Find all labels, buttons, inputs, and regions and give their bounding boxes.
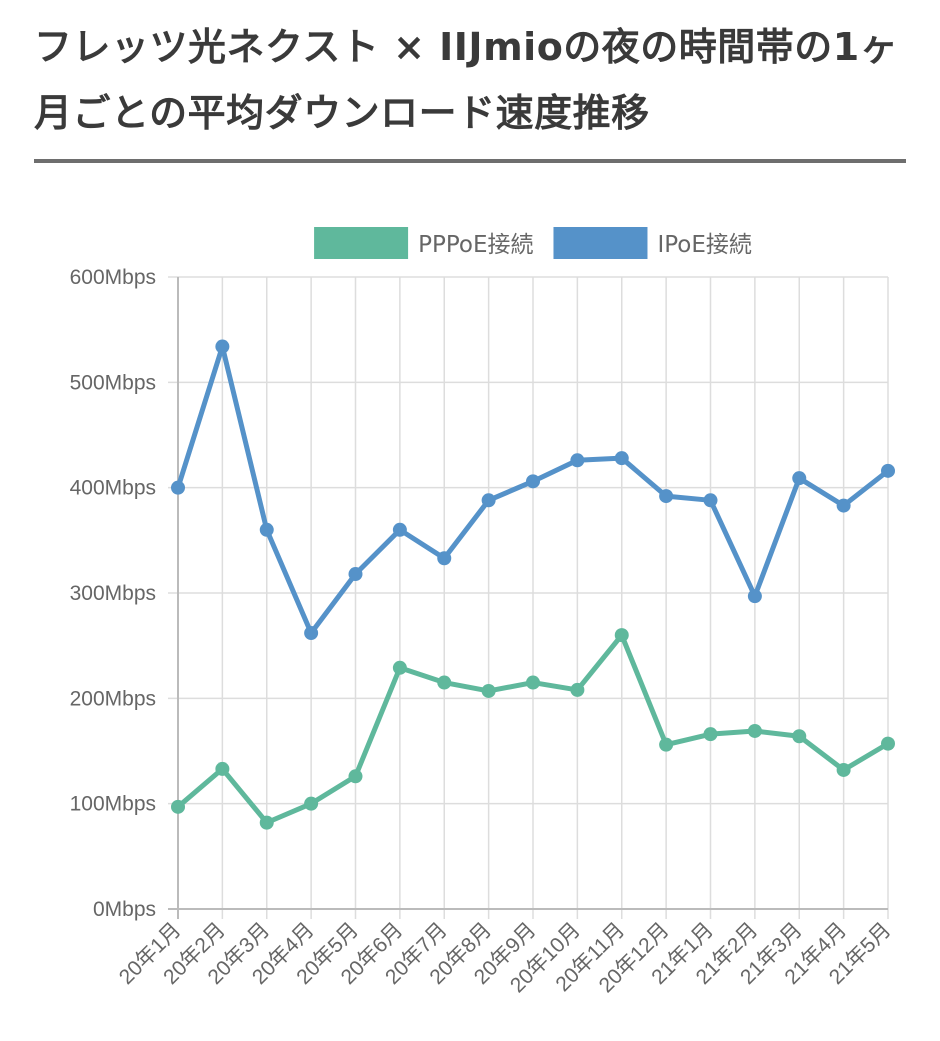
data-point [614, 628, 629, 643]
y-tick-label: 200Mbps [70, 687, 156, 710]
legend-swatch[interactable] [553, 227, 648, 259]
legend-label[interactable]: PPPoE接続 [418, 232, 533, 258]
chart-grid [168, 276, 889, 919]
data-point [526, 675, 540, 690]
data-point [171, 799, 185, 814]
legend-swatch[interactable] [314, 227, 409, 259]
y-tick-label: 400Mbps [70, 477, 156, 500]
data-point [348, 567, 363, 582]
y-tick-label: 500Mbps [70, 371, 156, 394]
data-point [259, 522, 274, 537]
data-point [481, 683, 496, 698]
data-point [392, 522, 407, 537]
data-point [481, 493, 496, 508]
data-point [659, 737, 674, 752]
chart-series [171, 339, 895, 830]
page-title: フレッツ光ネクスト × IIJmioの夜の時間帯の1ヶ月ごとの平均ダウンロード速… [34, 25, 899, 135]
data-point [747, 589, 762, 604]
data-point [659, 489, 674, 504]
data-point [526, 474, 540, 489]
data-point [259, 815, 274, 830]
data-point [836, 762, 851, 777]
chart-axes [168, 277, 888, 919]
y-tick-label: 300Mbps [70, 582, 156, 605]
data-point [304, 796, 319, 811]
data-point [570, 682, 585, 697]
data-point [171, 480, 185, 495]
data-point [437, 551, 452, 566]
y-tick-label: 100Mbps [70, 793, 156, 816]
chart-legend[interactable]: PPPoE接続 IPoE接続 [314, 227, 752, 259]
data-point [215, 339, 230, 354]
data-point [348, 769, 363, 784]
data-point [570, 453, 585, 468]
data-point [747, 723, 762, 738]
title-divider [34, 159, 906, 163]
data-point [392, 660, 407, 675]
data-point [792, 471, 807, 486]
data-point [614, 451, 629, 466]
data-point [437, 675, 452, 690]
data-point [792, 729, 807, 744]
x-axis-labels: 20年1月20年2月20年3月20年4月20年5月20年6月20年7月20年8月… [115, 918, 896, 997]
data-point [703, 493, 718, 508]
y-tick-label: 0Mbps [93, 898, 156, 921]
legend-label[interactable]: IPoE接続 [657, 232, 751, 258]
data-point [304, 626, 319, 641]
y-axis-labels: 0Mbps 100Mbps 200Mbps 300Mbps 400Mbps 500Mbps… [70, 266, 156, 921]
title-block: フレッツ光ネクスト × IIJmioの夜の時間帯の1ヶ月ごとの平均ダウンロード速… [34, 14, 914, 146]
data-point [215, 761, 230, 776]
data-point [836, 498, 851, 513]
data-point [703, 727, 718, 742]
data-point [881, 463, 895, 478]
data-point [881, 736, 895, 751]
y-tick-label: 600Mbps [70, 266, 156, 289]
